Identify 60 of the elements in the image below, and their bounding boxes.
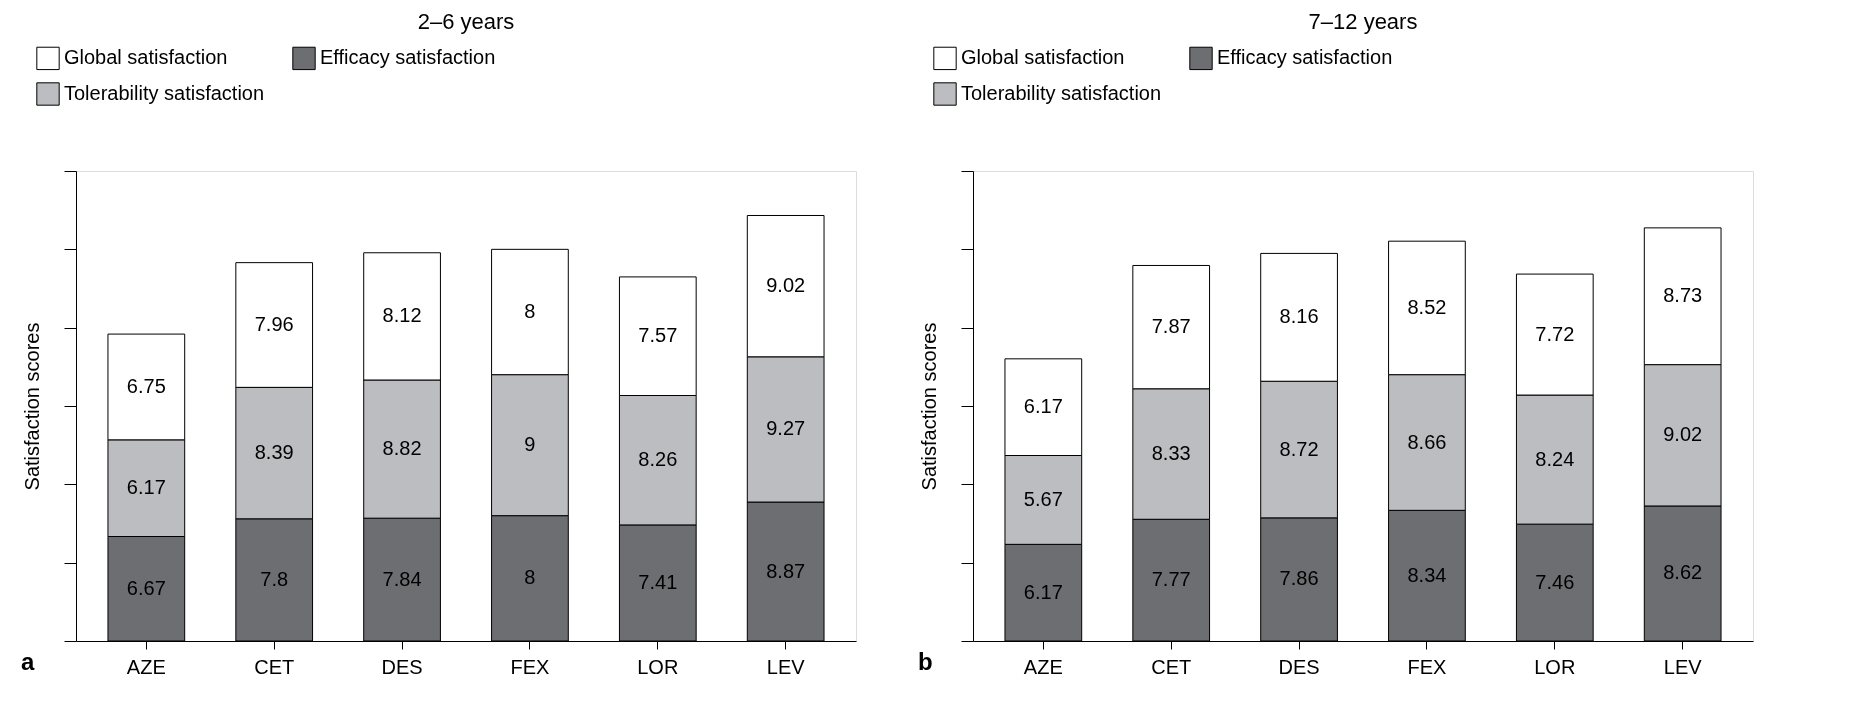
chart-title: 2–6 years [417, 9, 515, 34]
data-label: 7.72 [1535, 322, 1575, 345]
data-label: 8.16 [1279, 305, 1319, 328]
x-tick-label: CET [254, 655, 295, 678]
data-label: 8.24 [1535, 447, 1575, 470]
data-label: 6.75 [126, 374, 166, 397]
legend-label: Efficacy satisfaction [1217, 46, 1393, 69]
x-tick-label: LEV [1663, 655, 1703, 678]
x-tick-label: AZE [126, 655, 166, 678]
x-tick-label: AZE [1023, 655, 1063, 678]
legend-label: Tolerability satisfaction [961, 82, 1162, 104]
x-tick-label: FEX [1407, 655, 1447, 678]
data-label: 9.02 [766, 274, 806, 297]
data-label: 5.67 [1023, 487, 1063, 510]
legend-label: Tolerability satisfaction [64, 82, 265, 104]
data-label: 7.86 [1279, 567, 1319, 590]
data-label: 7.41 [638, 570, 678, 593]
data-label: 7.96 [254, 313, 294, 335]
data-label: 6.17 [126, 476, 166, 499]
legend-label: Global satisfaction [64, 46, 228, 69]
x-tick-label: LOR [637, 655, 679, 678]
text: a [21, 648, 35, 675]
legend-label: Efficacy satisfaction [320, 46, 496, 69]
data-label: 8.39 [254, 441, 294, 464]
y-axis-title: Satisfaction scores [917, 322, 940, 491]
data-label: 8.66 [1407, 430, 1447, 453]
data-label: 8.12 [382, 304, 422, 327]
data-label: 6.17 [1023, 580, 1063, 603]
data-label: 9.02 [1663, 423, 1703, 446]
data-label: 9 [524, 433, 536, 456]
data-label: 6.67 [126, 576, 166, 599]
x-tick-label: LOR [1534, 655, 1576, 678]
x-tick-label: FEX [510, 655, 550, 678]
data-label: 8.34 [1407, 563, 1447, 586]
data-label: 8.26 [638, 448, 678, 471]
text: b [918, 648, 933, 675]
data-label: 7.87 [1151, 315, 1191, 338]
chart-title: 7–12 years [1308, 9, 1418, 34]
data-label: 7.57 [638, 324, 678, 347]
x-tick-label: CET [1151, 655, 1192, 678]
data-label: 8.87 [766, 559, 806, 582]
data-label: 8 [524, 300, 536, 322]
data-label: 7.77 [1151, 568, 1191, 591]
data-label: 7.8 [260, 567, 289, 590]
data-label: 8.52 [1407, 295, 1447, 318]
x-tick-label: DES [381, 655, 423, 678]
data-label: 8.62 [1663, 561, 1703, 584]
data-label: 8.73 [1663, 284, 1703, 307]
x-tick-label: DES [1278, 655, 1320, 678]
data-label: 6.17 [1023, 395, 1063, 418]
data-label: 8.82 [382, 437, 422, 460]
data-label: 7.46 [1535, 570, 1575, 593]
data-label: 7.84 [382, 567, 422, 590]
x-tick-label: LEV [766, 655, 806, 678]
legend-label: Global satisfaction [961, 46, 1125, 69]
y-axis-title: Satisfaction scores [20, 322, 43, 491]
data-label: 8.72 [1279, 437, 1319, 460]
data-label: 8 [524, 566, 536, 589]
data-label: 8.33 [1151, 442, 1191, 465]
data-label: 9.27 [766, 417, 806, 440]
